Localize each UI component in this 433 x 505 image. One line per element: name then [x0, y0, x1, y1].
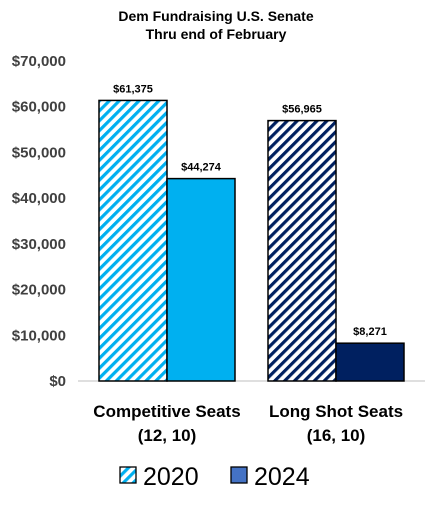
bars: $61,375 $56,965 $44,274 $8,271	[98, 83, 405, 382]
y-tick-label: $60,000	[12, 99, 66, 116]
y-tick-label: $40,000	[12, 190, 66, 207]
legend-label: 2024	[254, 463, 310, 491]
y-tick-label: $30,000	[12, 236, 66, 253]
data-label: $8,271	[353, 326, 387, 338]
chart-title: Dem Fundraising U.S. Senate	[118, 8, 313, 24]
legend-swatch-2024	[230, 466, 248, 484]
x-tick-label: (12, 10)	[138, 426, 197, 445]
legend-label: 2020	[143, 463, 199, 491]
data-label: $56,965	[282, 104, 322, 116]
bar-2024-1	[166, 177, 236, 382]
y-tick-label: $10,000	[12, 327, 66, 344]
legend: 2020 2024	[119, 463, 310, 491]
y-tick-label: $50,000	[12, 144, 66, 161]
y-tick-label: $0	[49, 373, 66, 390]
y-tick-label: $70,000	[12, 53, 66, 70]
y-tick-label: $20,000	[12, 282, 66, 299]
x-tick-label: Competitive Seats	[93, 402, 240, 421]
data-label: $61,375	[113, 83, 153, 95]
x-axis: Competitive Seats (12, 10) Long Shot Seats…	[93, 402, 403, 445]
data-label: $44,274	[181, 162, 222, 174]
bar-2024-2	[335, 342, 405, 382]
x-tick-label: Long Shot Seats	[269, 402, 403, 421]
bar-2020-2	[267, 119, 337, 382]
bar-2020-1	[98, 99, 168, 382]
chart-subtitle: Thru end of February	[146, 26, 287, 42]
x-tick-label: (16, 10)	[307, 426, 366, 445]
legend-swatch-2020	[119, 466, 137, 484]
